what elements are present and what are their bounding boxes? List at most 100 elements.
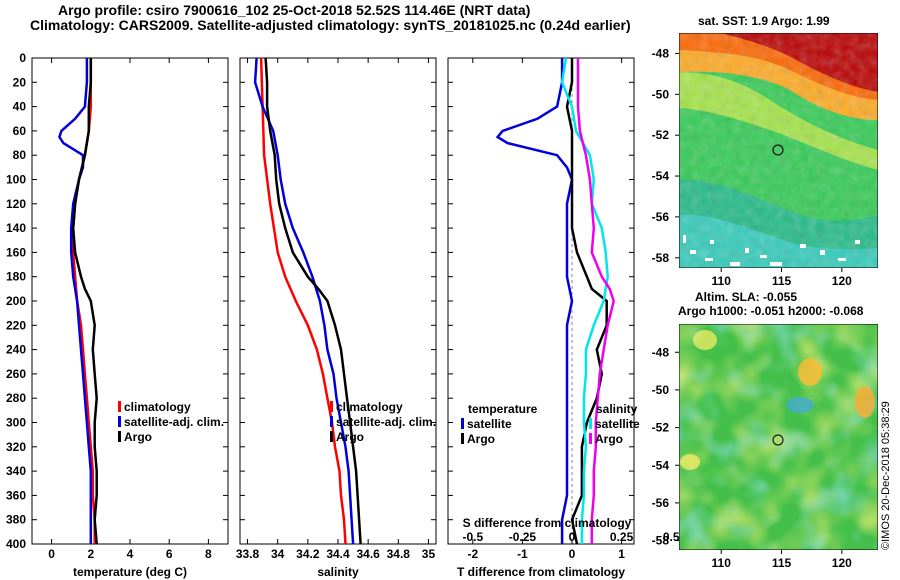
depth-tick-label: 40 [13,100,27,114]
depth-tick-label: 340 [6,464,26,478]
legend-swatch [461,433,464,444]
depth-tick-label: 320 [6,440,26,454]
x-axis-label: salinity [317,565,359,579]
map-x-tick-label: 115 [772,274,792,288]
x-tick-label: 6 [166,547,173,561]
legend-label: satellite-adj. clim. [336,415,436,429]
x-tick-label: 0 [569,547,576,561]
x-tick-label: 8 [205,547,212,561]
imos-credit: ©IMOS 20-Dec-2018 05:38:29 [880,401,892,550]
top-axis-label: S difference from climatology [463,516,632,530]
profile-panel-3: -2 -1 0 1 T difference from climatology S dif… [447,57,680,579]
depth-tick-label: 280 [6,391,26,405]
chart-title-line2: Climatology: CARS2009. Satellite-adjuste… [30,17,631,33]
depth-tick-label: 120 [6,197,26,211]
legend-label: Argo [336,430,364,444]
profile-panel-2: 33.8 34 34.2 34.4 34.6 34.8 35 salinity climatol… [236,57,437,579]
top-axis-tick-label: 0.25 [610,530,634,544]
argo-location-marker-sst [772,144,784,156]
map-y-tick-label: -56 [652,496,670,510]
depth-tick-label: 300 [6,416,26,430]
map-x-tick-label: 115 [772,556,792,570]
map-y-tick-label: -48 [652,345,670,359]
panel-frame [31,57,229,545]
legend-label: satellite [595,417,640,431]
legend-label: satellite-adj. clim. [124,415,224,429]
depth-tick-label: 360 [6,488,26,502]
top-axis-tick-label: 0 [569,530,576,544]
legend-swatch [589,418,592,429]
profile-panel-1: 0 2 4 6 8 temperature (deg C) climatologysatel… [31,57,229,579]
x-tick-label: 2 [87,547,94,561]
map-y-tick-label: -58 [652,251,670,265]
legend-label: climatology [124,400,191,414]
argo-location-marker-sla [772,434,784,446]
x-tick-label: -2 [467,547,478,561]
x-tick-label: -1 [517,547,528,561]
series-line-argo [264,57,362,545]
map-y-tick-label: -56 [652,210,670,224]
map-y-tick-label: -52 [652,421,670,435]
series-line-argo [71,58,98,545]
legend-swatch [118,401,121,412]
sla-map-axes: 110 115 120 -48 -50 -52 -54 -56 -58 [652,345,852,570]
legend-swatch [330,416,333,427]
top-axis-tick-label: -0.5 [462,530,483,544]
map-y-tick-label: -54 [652,169,670,183]
depth-tick-label: 0 [19,51,26,65]
map-y-tick-label: -48 [652,46,670,60]
depth-tick-label: 100 [6,173,26,187]
depth-tick-label: 220 [6,318,26,332]
depth-tick-label: 20 [13,75,27,89]
map-y-tick-label: -52 [652,128,670,142]
x-tick-label: 33.8 [236,547,260,561]
depth-tick-label: 380 [6,513,26,527]
series-line-climatology [259,57,347,545]
x-tick-label: 1 [618,547,625,561]
x-tick-label: 34.6 [356,547,380,561]
depth-tick-label: 200 [6,294,26,308]
sla-map-subtitle: Argo h1000: -0.051 h2000: -0.068 [678,304,864,318]
depth-tick-label: 180 [6,270,26,284]
sst-map-axes: 110 115 120 -48 -50 -52 -54 -56 -58 [652,46,852,288]
map-y-tick-label: -54 [652,458,670,472]
map-x-tick-label: 110 [712,556,732,570]
depth-tick-label: 80 [13,148,27,162]
x-tick-label: 34 [271,547,285,561]
top-axis-tick-label: -0.25 [509,530,537,544]
x-tick-label: 35 [422,547,436,561]
legend-title-salinity: salinity [596,402,638,416]
x-axis-label: T difference from climatology [457,565,625,579]
series-line-argo-s [576,58,615,544]
legend-label: Argo [595,432,623,446]
legend-swatch [330,401,333,412]
map-x-tick-label: 120 [832,274,852,288]
sla-map [679,324,878,550]
map-y-tick-label: -50 [652,383,670,397]
map-y-tick-label: -58 [652,534,670,548]
x-tick-label: 34.8 [387,547,411,561]
depth-tick-label: 260 [6,367,26,381]
legend-swatch [461,418,464,429]
sla-map-title: Altim. SLA: -0.055 [695,290,798,304]
sst-map-title: sat. SST: 1.9 Argo: 1.99 [698,14,830,28]
series-line-satellite-t [495,58,574,544]
chart-title-line1: Argo profile: csiro 7900616_102 25-Oct-2… [58,2,531,18]
x-tick-label: 4 [127,547,134,561]
x-tick-label: 34.4 [326,547,350,561]
legend-swatch [118,416,121,427]
depth-tick-label: 60 [13,124,27,138]
map-y-tick-label: -50 [652,87,670,101]
series-line-satellite-adj-clim- [58,58,93,544]
legend-label: Argo [467,432,495,446]
legend-swatch [118,431,121,442]
map-x-tick-label: 120 [832,556,852,570]
series-line-argo-t [565,58,608,545]
depth-tick-label: 160 [6,245,26,259]
map-x-tick-label: 110 [712,274,732,288]
legend-title-temperature: temperature [468,402,538,416]
legend-swatch [589,433,592,444]
legend-swatch [330,431,333,442]
depth-tick-label: 400 [6,537,26,551]
